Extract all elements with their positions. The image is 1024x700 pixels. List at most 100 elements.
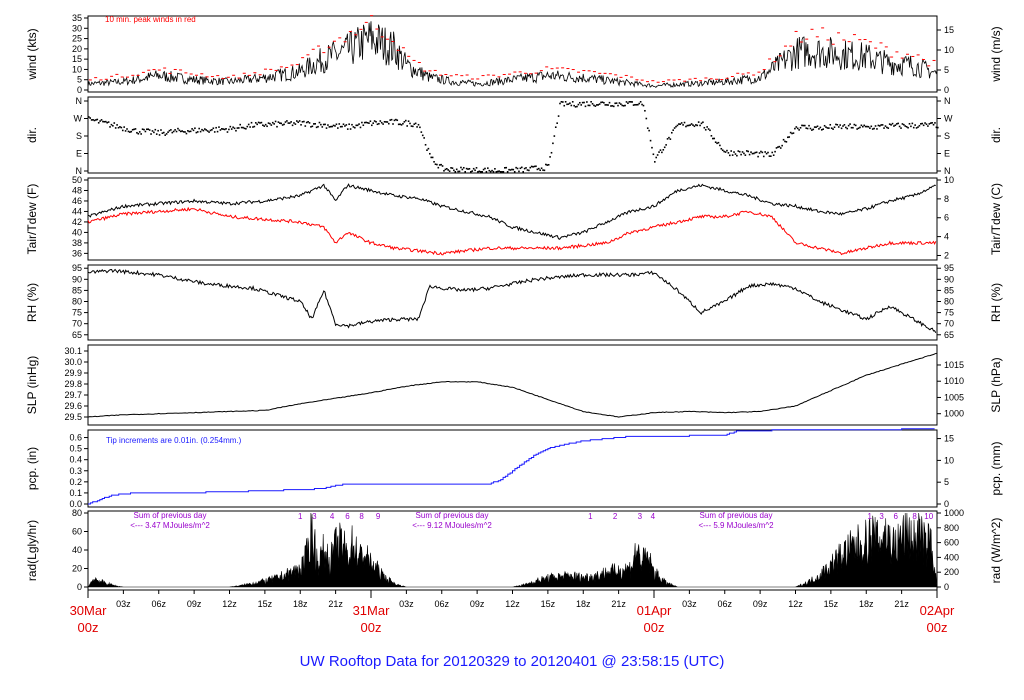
direction-point xyxy=(598,103,601,105)
rad-hour-marker: 3 xyxy=(312,512,317,521)
direction-point xyxy=(665,144,667,146)
direction-point xyxy=(174,129,176,131)
direction-point xyxy=(837,126,840,128)
direction-point xyxy=(501,171,503,173)
direction-point xyxy=(307,120,309,123)
direction-point xyxy=(208,131,210,133)
direction-point xyxy=(532,166,534,168)
left-tick-label: 0.3 xyxy=(69,466,82,476)
direction-point xyxy=(416,126,418,128)
direction-point xyxy=(332,124,335,127)
direction-point xyxy=(856,128,858,130)
direction-point xyxy=(300,124,302,126)
direction-point xyxy=(782,138,785,141)
direction-point xyxy=(847,124,850,127)
direction-point xyxy=(618,102,621,104)
direction-point xyxy=(233,127,236,130)
direction-point xyxy=(430,156,433,159)
direction-point xyxy=(740,153,742,156)
direction-point xyxy=(92,119,94,121)
direction-point xyxy=(245,127,247,130)
direction-point xyxy=(468,167,471,170)
left-tick-label: 30 xyxy=(72,23,82,33)
panel-frame xyxy=(87,510,938,591)
direction-point xyxy=(839,124,841,126)
direction-point xyxy=(228,128,230,131)
direction-point xyxy=(236,127,239,129)
direction-point xyxy=(700,122,703,125)
direction-point xyxy=(492,170,495,173)
direction-point xyxy=(656,154,659,156)
left-tick-label: 80 xyxy=(72,508,82,518)
left-tick-label: 0 xyxy=(77,85,82,95)
direction-point xyxy=(116,124,118,126)
direction-point xyxy=(634,103,636,106)
direction-point xyxy=(109,126,111,128)
direction-point xyxy=(352,126,355,128)
x-tick-label: 15z xyxy=(541,599,556,609)
direction-point xyxy=(576,105,578,108)
direction-point xyxy=(754,151,757,154)
direction-point xyxy=(301,121,304,123)
direction-point xyxy=(768,155,771,157)
right-axis-label: RH (%) xyxy=(989,283,1003,322)
panel-frame xyxy=(87,264,938,341)
direction-point xyxy=(496,170,499,173)
direction-point xyxy=(179,130,182,133)
direction-point xyxy=(188,130,191,133)
direction-point xyxy=(922,124,925,127)
direction-point xyxy=(646,127,649,129)
direction-point xyxy=(426,149,428,151)
direction-point xyxy=(427,147,430,150)
direction-point xyxy=(890,124,892,126)
direction-point xyxy=(690,123,693,125)
direction-point xyxy=(887,127,890,129)
direction-point xyxy=(628,101,631,103)
left-tick-label: 95 xyxy=(72,263,82,273)
direction-point xyxy=(110,123,113,126)
direction-point xyxy=(815,126,817,128)
direction-point xyxy=(444,168,447,171)
direction-point xyxy=(335,123,338,126)
direction-point xyxy=(543,169,546,172)
direction-point xyxy=(703,126,706,129)
direction-point xyxy=(387,122,390,125)
direction-point xyxy=(604,104,607,106)
direction-point xyxy=(383,120,386,123)
direction-point xyxy=(897,122,899,125)
direction-point xyxy=(730,150,733,152)
direction-point xyxy=(779,147,782,149)
direction-point xyxy=(552,142,554,145)
direction-point xyxy=(921,122,924,125)
direction-point xyxy=(601,101,604,103)
right-tick-label: 95 xyxy=(944,263,954,273)
direction-point xyxy=(117,126,120,129)
direction-point xyxy=(450,167,452,169)
direction-point xyxy=(257,121,260,124)
direction-point xyxy=(390,118,393,121)
x-tick-label: 12z xyxy=(222,599,237,609)
direction-point xyxy=(741,151,744,153)
direction-point xyxy=(382,123,384,125)
direction-point xyxy=(714,141,717,144)
direction-point xyxy=(328,126,331,128)
direction-point xyxy=(760,150,762,153)
direction-point xyxy=(525,167,527,169)
direction-point xyxy=(315,126,318,129)
direction-point xyxy=(113,122,116,124)
x-tick-label: 06z xyxy=(434,599,449,609)
direction-point xyxy=(574,106,577,108)
direction-point xyxy=(600,101,602,104)
direction-point xyxy=(654,161,656,163)
direction-point xyxy=(511,168,513,171)
right-tick-label: 200 xyxy=(944,567,959,577)
right-axis-label: dir. xyxy=(989,127,1003,143)
direction-point xyxy=(877,124,880,127)
direction-point xyxy=(421,134,424,137)
direction-point xyxy=(530,165,533,168)
direction-point xyxy=(864,125,867,128)
right-tick-label: S xyxy=(944,131,950,141)
direction-point xyxy=(162,131,165,134)
day-date-label: 31Mar xyxy=(353,603,391,618)
